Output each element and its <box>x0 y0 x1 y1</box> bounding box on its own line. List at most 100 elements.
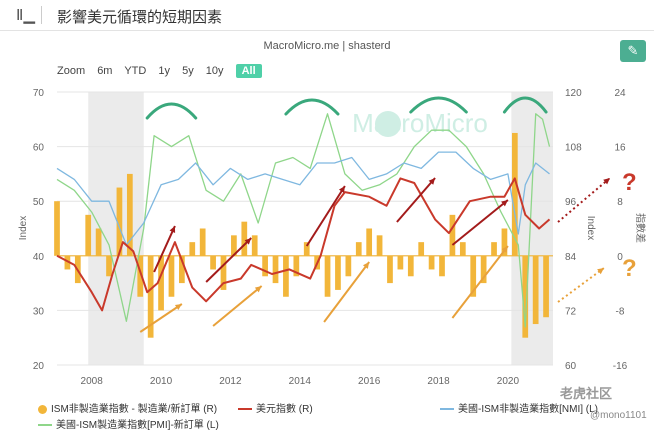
bar <box>137 255 144 297</box>
bar <box>335 255 341 290</box>
bar <box>272 255 279 284</box>
y-left-tick-label: 30 <box>33 306 45 317</box>
title-bar: Ⅱ▁ 影響美元循環的短期因素 <box>0 0 654 31</box>
bar <box>345 255 352 277</box>
y-right1-axis-label: Index <box>585 216 596 240</box>
zoom-bar: Zoom 6m YTD 1y 5y 10y All <box>57 64 271 78</box>
legend-dot-icon <box>38 404 47 414</box>
red-arrow-head <box>338 186 345 193</box>
bar <box>168 255 175 297</box>
bar <box>470 255 477 297</box>
bar <box>283 255 289 297</box>
legend-line-icon <box>440 408 454 411</box>
bar <box>189 242 196 256</box>
annotation-arc <box>502 96 548 114</box>
question-mark-bottom: ? <box>622 255 637 282</box>
y-right1-tick-label: 72 <box>565 306 577 317</box>
watermark-logo-icon <box>375 111 401 137</box>
bar <box>85 214 92 256</box>
bar <box>147 255 154 338</box>
dotted-red-arrow-head <box>603 178 610 185</box>
orange-arrow-head <box>174 304 182 311</box>
bar <box>241 221 248 256</box>
bar <box>303 242 310 256</box>
y-left-tick-label: 50 <box>33 197 45 208</box>
x-tick-label: 2010 <box>150 376 173 387</box>
legend-item-pmi[interactable]: 美國-ISM製造業指數[PMI]-新訂單 (L) <box>38 416 219 431</box>
bar <box>397 255 404 270</box>
bar <box>54 201 60 256</box>
orange-arrow <box>451 245 509 319</box>
legend-item-dxy[interactable]: 美元指數 (R) <box>238 400 313 415</box>
bar <box>376 235 383 256</box>
orange-arrow-head <box>501 246 508 253</box>
zoom-label: Zoom <box>57 65 86 77</box>
bar <box>251 235 258 256</box>
y-left-tick-label: 60 <box>33 143 45 154</box>
user-watermark: @mono1101 <box>590 410 647 421</box>
bar <box>407 255 414 277</box>
legend-item-bars[interactable]: ISM非製造業指數 - 製造業/新訂單 (R) <box>38 400 217 415</box>
legend-item-nmi[interactable]: 美國-ISM非製造業指數[NMI] (L) <box>440 400 598 415</box>
bar <box>439 255 445 277</box>
bar <box>210 255 216 270</box>
y-left-tick-label: 40 <box>33 252 45 263</box>
bar <box>511 132 518 256</box>
red-arrow <box>451 199 509 246</box>
y-right2-axis-label: 指數差 <box>634 213 647 243</box>
chart-svg: MacroMicro 2008 2010 2012 2014 2016 2018 20202… <box>18 88 647 387</box>
bar <box>543 255 549 318</box>
red-arrow <box>205 237 252 283</box>
zoom-1y-button[interactable]: 1y <box>158 65 171 77</box>
orange-arrow <box>323 261 370 323</box>
zoom-10y-button[interactable]: 10y <box>205 65 224 77</box>
x-tick-label: 2008 <box>81 376 104 387</box>
bar <box>428 255 435 270</box>
bar <box>532 255 539 325</box>
bar <box>459 242 466 256</box>
dotted-orange-arrow-head <box>597 268 604 275</box>
recession-shade <box>511 92 553 365</box>
y-left-tick-label: 70 <box>33 88 45 99</box>
zoom-6m-button[interactable]: 6m <box>97 65 113 77</box>
red-arrow-head <box>244 238 252 245</box>
chart-title: 影響美元循環的短期因素 <box>57 9 223 26</box>
legend-label: 美元指數 (R) <box>256 404 313 415</box>
red-arrow-head <box>169 226 176 233</box>
bar <box>126 173 133 256</box>
y-right2-tick-label: -16 <box>613 361 628 372</box>
bar <box>179 255 185 284</box>
red-arrow <box>305 185 346 247</box>
bar <box>324 255 331 297</box>
bar <box>366 228 373 256</box>
edit-button[interactable]: ✎ <box>620 40 646 62</box>
series-line-1 <box>56 151 550 246</box>
y-left-tick-label: 20 <box>33 361 45 372</box>
y-right2-tick-label: -8 <box>616 306 625 317</box>
bar <box>522 255 529 338</box>
x-tick-label: 2012 <box>219 376 242 387</box>
bar <box>449 214 456 256</box>
bar <box>387 255 393 284</box>
annotation-arc <box>409 96 468 114</box>
y-right2-tick-label: 16 <box>614 143 626 154</box>
bar <box>491 242 497 256</box>
y-right2-tick-label: 8 <box>617 197 623 208</box>
chart-source: MacroMicro.me | shasterd <box>263 40 391 52</box>
y-right1-tick-label: 108 <box>565 143 582 154</box>
x-tick-label: 2014 <box>289 376 312 387</box>
orange-arrow-head <box>362 262 370 269</box>
red-arrow <box>396 177 436 223</box>
y-right2-tick-label: 0 <box>617 252 623 263</box>
legend-line-icon <box>238 408 252 411</box>
zoom-ytd-button[interactable]: YTD <box>124 65 147 77</box>
bar <box>220 255 227 290</box>
bar-chart-icon: Ⅱ▁ <box>16 7 35 24</box>
legend-line-icon <box>38 424 52 427</box>
zoom-5y-button[interactable]: 5y <box>182 65 194 77</box>
bar <box>418 242 425 256</box>
y-right1-tick-label: 84 <box>565 252 577 263</box>
annotation-arc <box>284 98 340 116</box>
annotation-arc <box>145 102 198 120</box>
zoom-all-button[interactable]: All <box>235 64 262 78</box>
